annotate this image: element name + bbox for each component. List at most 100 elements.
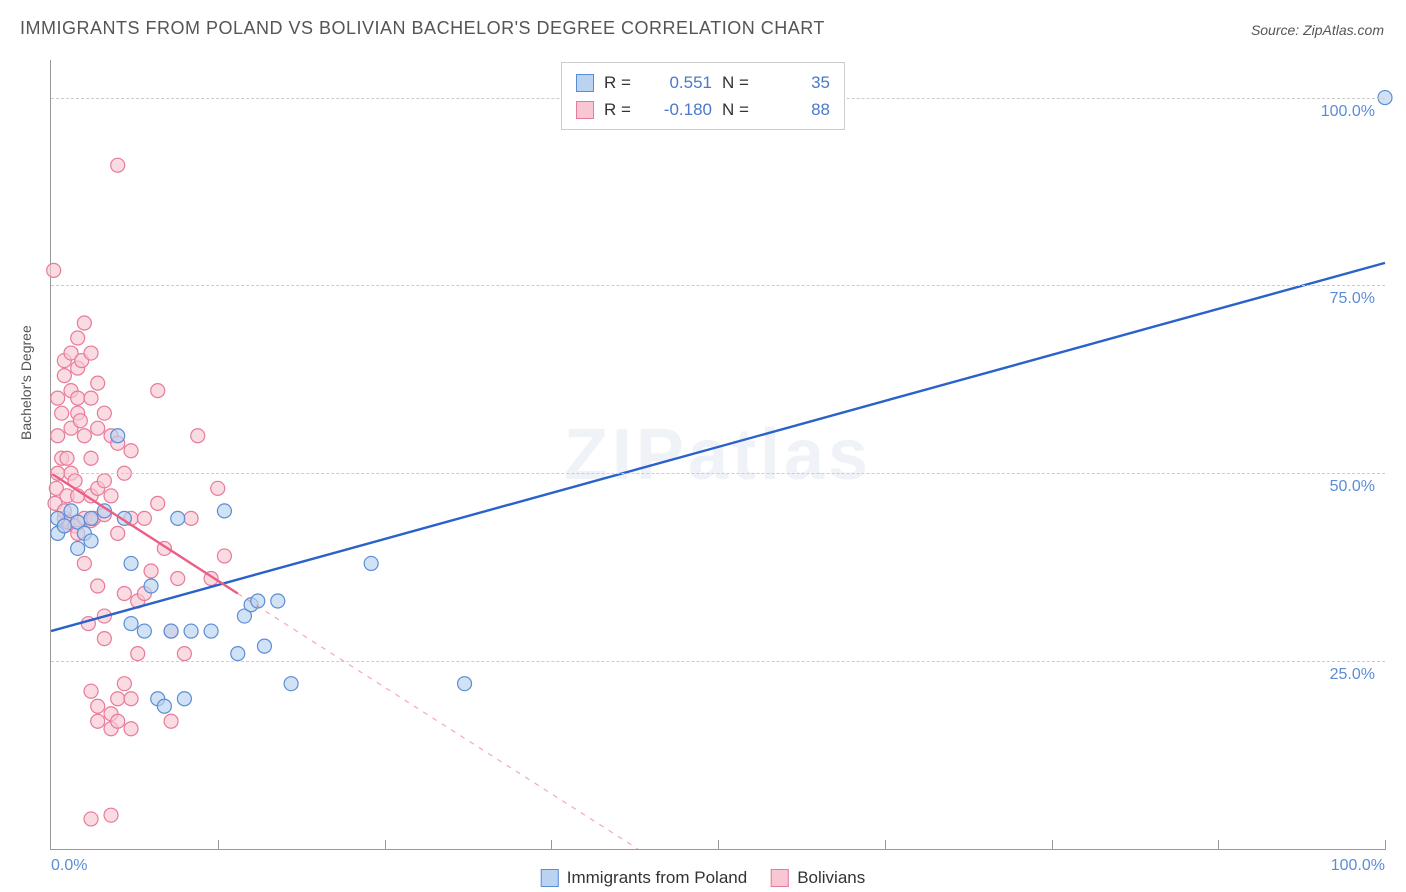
n-value-poland: 35 (760, 69, 830, 96)
x-tick (885, 840, 886, 850)
scatter-point (117, 587, 131, 601)
scatter-point (77, 556, 91, 570)
source-attribution: Source: ZipAtlas.com (1251, 22, 1384, 38)
x-tick-label: 0.0% (51, 857, 87, 875)
n-label: N = (722, 69, 750, 96)
scatter-point (111, 692, 125, 706)
x-tick (385, 840, 386, 850)
scatter-point (111, 714, 125, 728)
scatter-point (91, 579, 105, 593)
scatter-point (84, 511, 98, 525)
scatter-point (231, 647, 245, 661)
n-label: N = (722, 96, 750, 123)
scatter-point (97, 474, 111, 488)
scatter-point (164, 624, 178, 638)
x-tick-label: 100.0% (1331, 857, 1385, 875)
n-value-bolivians: 88 (760, 96, 830, 123)
legend-row-bolivians: R = -0.180 N = 88 (576, 96, 830, 123)
scatter-point (55, 406, 69, 420)
scatter-point (97, 406, 111, 420)
chart-title: IMMIGRANTS FROM POLAND VS BOLIVIAN BACHE… (20, 18, 825, 39)
regression-line-poland (51, 263, 1385, 631)
y-tick-label: 50.0% (1330, 478, 1375, 496)
r-label: R = (604, 96, 632, 123)
correlation-legend: R = 0.551 N = 35 R = -0.180 N = 88 (561, 62, 845, 130)
scatter-point (364, 556, 378, 570)
scatter-point (204, 624, 218, 638)
scatter-point (217, 504, 231, 518)
scatter-point (84, 534, 98, 548)
scatter-point (91, 376, 105, 390)
scatter-point (217, 549, 231, 563)
legend-row-poland: R = 0.551 N = 35 (576, 69, 830, 96)
scatter-point (51, 391, 65, 405)
y-tick-label: 75.0% (1330, 290, 1375, 308)
scatter-point (124, 722, 138, 736)
scatter-point (257, 639, 271, 653)
legend-item-poland: Immigrants from Poland (541, 868, 747, 888)
gridline (51, 285, 1385, 286)
scatter-point (71, 541, 85, 555)
scatter-point (184, 511, 198, 525)
scatter-point (104, 489, 118, 503)
scatter-point (124, 692, 138, 706)
y-tick-label: 25.0% (1330, 666, 1375, 684)
scatter-point (191, 429, 205, 443)
scatter-point (71, 331, 85, 345)
legend-label-poland: Immigrants from Poland (567, 868, 747, 888)
series-legend: Immigrants from Poland Bolivians (541, 868, 866, 888)
scatter-point (144, 564, 158, 578)
scatter-point (57, 519, 71, 533)
scatter-point (84, 346, 98, 360)
scatter-point (60, 451, 74, 465)
scatter-point (124, 444, 138, 458)
r-label: R = (604, 69, 632, 96)
chart-plot-area: ZIPatlas 25.0%50.0%75.0%100.0%0.0%100.0% (50, 60, 1385, 850)
swatch-bolivians (771, 869, 789, 887)
scatter-point (131, 647, 145, 661)
y-tick-label: 100.0% (1321, 103, 1375, 121)
scatter-point (111, 429, 125, 443)
x-tick (1385, 840, 1386, 850)
scatter-point (171, 511, 185, 525)
scatter-point (91, 699, 105, 713)
scatter-point (151, 384, 165, 398)
scatter-point (124, 556, 138, 570)
scatter-point (284, 677, 298, 691)
gridline (51, 473, 1385, 474)
scatter-point (84, 451, 98, 465)
scatter-point (124, 617, 138, 631)
scatter-point (47, 263, 61, 277)
scatter-point (137, 624, 151, 638)
scatter-point (84, 684, 98, 698)
x-tick (718, 840, 719, 850)
scatter-point (111, 158, 125, 172)
gridline (51, 661, 1385, 662)
scatter-point (137, 511, 151, 525)
scatter-point (144, 579, 158, 593)
swatch-poland (541, 869, 559, 887)
scatter-point (177, 692, 191, 706)
scatter-point (184, 624, 198, 638)
scatter-point (171, 571, 185, 585)
scatter-point (177, 647, 191, 661)
x-tick (218, 840, 219, 850)
scatter-point (157, 699, 171, 713)
swatch-bolivians (576, 101, 594, 119)
source-label: Source: (1251, 22, 1303, 38)
scatter-point (104, 808, 118, 822)
source-value: ZipAtlas.com (1303, 22, 1384, 38)
x-tick (551, 840, 552, 850)
scatter-point (57, 369, 71, 383)
scatter-point (211, 481, 225, 495)
x-tick (1218, 840, 1219, 850)
legend-label-bolivians: Bolivians (797, 868, 865, 888)
scatter-point (71, 391, 85, 405)
chart-svg (51, 60, 1385, 849)
regression-line-bolivians-extrapolated (238, 594, 638, 849)
scatter-point (91, 714, 105, 728)
scatter-point (84, 812, 98, 826)
scatter-point (97, 632, 111, 646)
scatter-point (91, 421, 105, 435)
scatter-point (151, 496, 165, 510)
